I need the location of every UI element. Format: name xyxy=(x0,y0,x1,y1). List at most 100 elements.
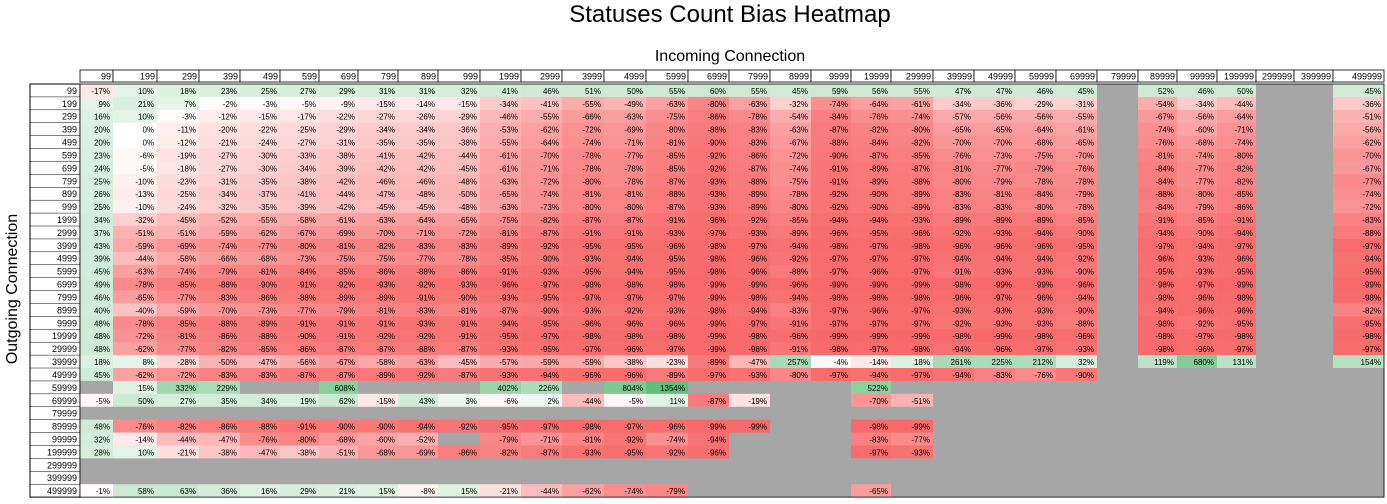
heatmap-cell xyxy=(974,368,1016,382)
heatmap-cell xyxy=(1294,84,1334,98)
cell-value-label: -65% xyxy=(1075,139,1094,148)
cell-value-label: -2% xyxy=(223,100,237,109)
cell-value-label: -82% xyxy=(911,139,930,148)
heatmap-cell xyxy=(1294,380,1334,395)
cell-value-label: -77% xyxy=(993,164,1012,173)
heatmap-cell xyxy=(1138,380,1178,395)
cell-value-label: -91% xyxy=(829,164,848,173)
cell-value-label: -71% xyxy=(416,229,435,238)
cell-value-label: 0% xyxy=(142,126,154,135)
cell-value-label: 45% xyxy=(94,371,110,380)
heatmap-cell xyxy=(358,419,399,433)
cell-value-label: -95% xyxy=(540,345,559,354)
cell-value-label: -79% xyxy=(993,177,1012,186)
heatmap-cell xyxy=(1097,238,1139,253)
heatmap-cell xyxy=(646,290,689,304)
heatmap-cell xyxy=(157,380,200,395)
heatmap-cell xyxy=(1333,419,1385,433)
heatmap-cell xyxy=(438,277,481,291)
heatmap-cell xyxy=(688,342,730,356)
cell-value-label: -97% xyxy=(707,371,726,380)
cell-value-label: 16% xyxy=(261,487,277,496)
heatmap-cell xyxy=(199,226,241,240)
heatmap-cell xyxy=(1177,187,1218,201)
cell-value-label: -96% xyxy=(1195,306,1214,315)
heatmap-cell xyxy=(319,109,359,124)
cell-value-label: -75% xyxy=(1034,151,1053,160)
cell-value-label: 25% xyxy=(94,203,110,212)
heatmap-cell xyxy=(1256,277,1295,291)
cell-value-label: -94% xyxy=(499,319,518,328)
row-header-label: 299 xyxy=(62,112,77,122)
heatmap-cell xyxy=(199,368,241,382)
heatmap-cell xyxy=(1097,290,1139,304)
cell-value-label: -47% xyxy=(748,358,767,367)
cell-value-label: -35% xyxy=(376,139,395,148)
heatmap-cell xyxy=(240,484,281,498)
heatmap-cell xyxy=(1256,471,1295,485)
heatmap-cell xyxy=(113,393,158,408)
heatmap-cell xyxy=(1015,303,1057,317)
heatmap-cell xyxy=(358,122,399,137)
cell-value-label: -97% xyxy=(1195,281,1214,290)
heatmap-cell xyxy=(1056,213,1098,227)
heatmap-cell xyxy=(770,355,812,369)
heatmap-cell xyxy=(199,148,241,162)
heatmap-cell xyxy=(398,316,439,330)
cell-value-label: -98% xyxy=(582,332,601,341)
cell-value-label: -94% xyxy=(1155,229,1174,238)
cell-value-label: 50% xyxy=(627,87,643,96)
heatmap-cell xyxy=(240,290,281,304)
cell-value-label: -90% xyxy=(258,281,277,290)
cell-value-label: -64% xyxy=(869,100,888,109)
cell-value-label: -91% xyxy=(297,319,316,328)
heatmap-cell xyxy=(1294,174,1334,188)
heatmap-cell xyxy=(811,174,852,188)
heatmap-cell xyxy=(604,264,647,279)
heatmap-cell xyxy=(974,200,1016,214)
cell-value-label: 229% xyxy=(217,384,237,393)
cell-value-label: -98% xyxy=(869,293,888,302)
row-header-label: 399 xyxy=(62,125,77,135)
heatmap-cell xyxy=(240,213,281,227)
cell-value-label: -77% xyxy=(416,255,435,264)
heatmap-cell xyxy=(1256,484,1295,498)
cell-value-label: -96% xyxy=(993,345,1012,354)
cell-value-label: 58% xyxy=(138,487,154,496)
cell-value-label: -79% xyxy=(499,435,518,444)
heatmap-cell xyxy=(1097,380,1139,395)
heatmap-cell xyxy=(319,329,359,343)
heatmap-cell xyxy=(438,148,481,162)
cell-value-label: -26% xyxy=(416,113,435,122)
cell-value-label: -10% xyxy=(135,203,154,212)
cell-value-label: -98% xyxy=(748,293,767,302)
cell-value-label: -23% xyxy=(177,177,196,186)
cell-value-label: -76% xyxy=(135,423,154,432)
cell-value-label: -99% xyxy=(748,281,767,290)
cell-value-label: -62% xyxy=(540,126,559,135)
heatmap-cell xyxy=(438,96,481,111)
heatmap-cell xyxy=(1015,264,1057,279)
cell-value-label: -99% xyxy=(707,332,726,341)
heatmap-cell xyxy=(562,303,605,317)
cell-value-label: -78% xyxy=(135,319,154,328)
cell-value-label: -96% xyxy=(707,448,726,457)
cell-value-label: -90% xyxy=(540,255,559,264)
heatmap-cell xyxy=(1177,419,1218,433)
cell-value-label: 3% xyxy=(465,397,477,406)
cell-value-label: -60% xyxy=(376,435,395,444)
cell-value-label: -88% xyxy=(1362,229,1381,238)
row-header-label: 99999 xyxy=(52,434,77,444)
cell-value-label: -77% xyxy=(177,293,196,302)
heatmap-cell xyxy=(1217,277,1257,291)
heatmap-cell xyxy=(1015,84,1057,98)
cell-value-label: -15% xyxy=(376,397,395,406)
heatmap-cell xyxy=(770,316,812,330)
cell-value-label: -57% xyxy=(952,113,971,122)
heatmap-cell xyxy=(562,277,605,291)
cell-value-label: -81% xyxy=(993,190,1012,199)
heatmap-cell xyxy=(1056,290,1098,304)
heatmap-cell xyxy=(729,380,771,395)
heatmap-cell xyxy=(480,316,522,330)
heatmap-cell xyxy=(398,226,439,240)
